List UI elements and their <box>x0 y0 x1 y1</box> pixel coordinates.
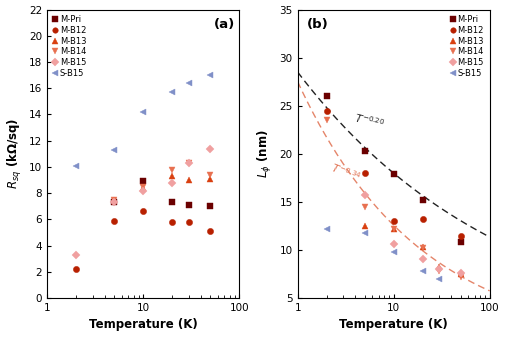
Text: (b): (b) <box>307 18 329 31</box>
Text: (a): (a) <box>214 18 235 31</box>
Legend: M-Pri, M-B12, M-B13, M-B14, M-B15, S-B15: M-Pri, M-B12, M-B13, M-B14, M-B15, S-B15 <box>52 14 88 80</box>
Legend: M-Pri, M-B12, M-B13, M-B14, M-B15, S-B15: M-Pri, M-B12, M-B13, M-B14, M-B15, S-B15 <box>449 14 485 80</box>
X-axis label: Temperature (K): Temperature (K) <box>89 318 197 332</box>
X-axis label: Temperature (K): Temperature (K) <box>339 318 448 332</box>
Y-axis label: $R_{sq}$ (kΩ/sq): $R_{sq}$ (kΩ/sq) <box>6 118 24 189</box>
Text: $T^{-0.20}$: $T^{-0.20}$ <box>354 111 386 132</box>
Text: $T^{-0.34}$: $T^{-0.34}$ <box>329 160 363 185</box>
Y-axis label: $L_{\phi}$ (nm): $L_{\phi}$ (nm) <box>256 129 274 178</box>
